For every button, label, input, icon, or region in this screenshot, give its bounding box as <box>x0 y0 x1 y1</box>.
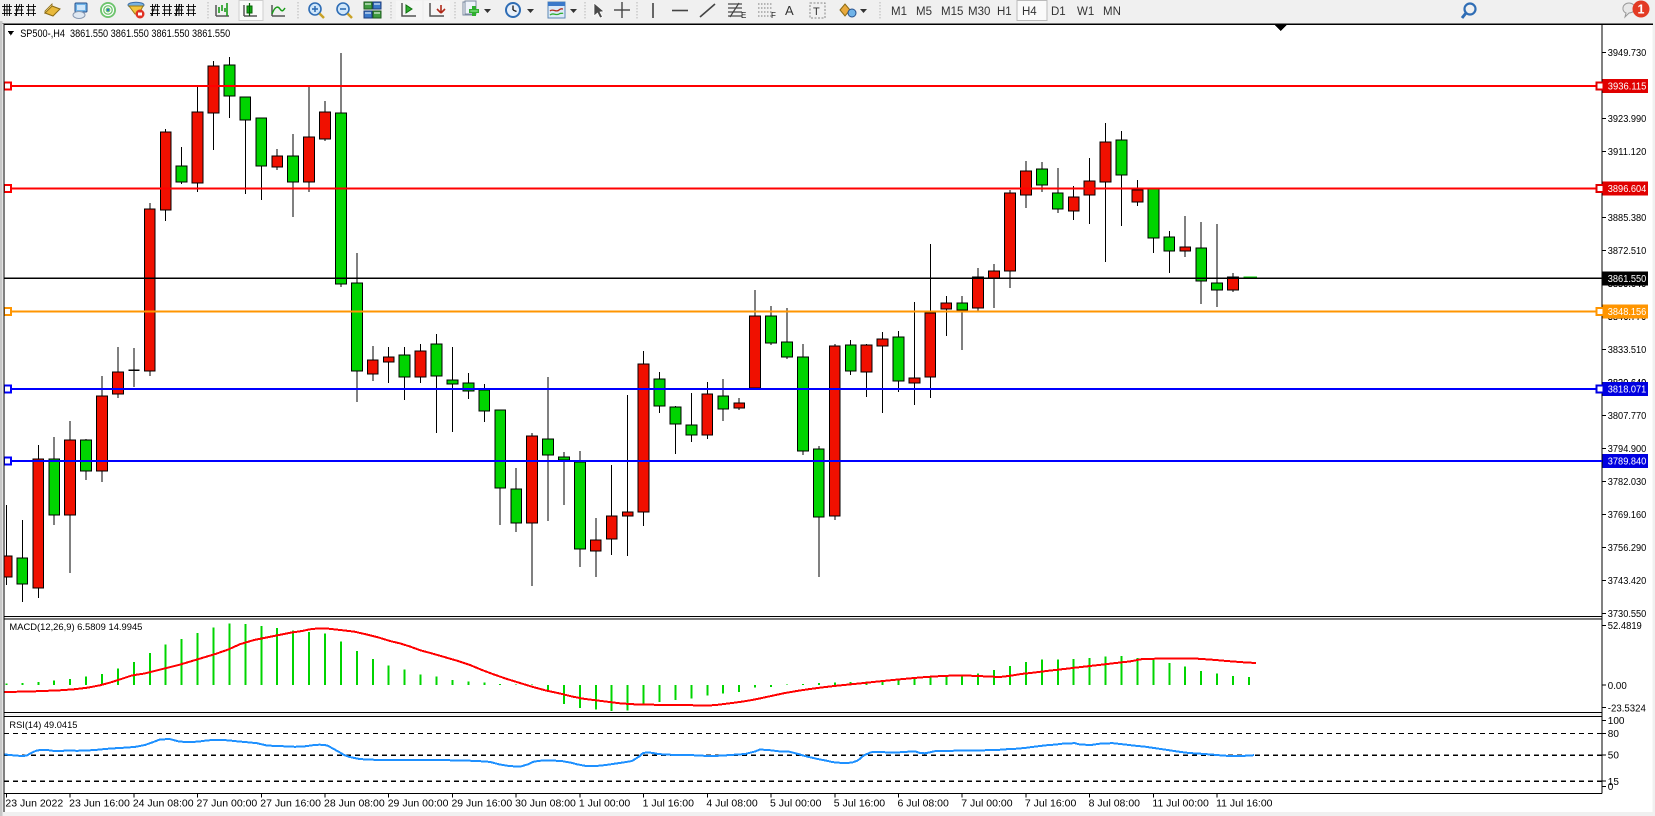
svg-text:80: 80 <box>1608 729 1620 740</box>
svg-text:3861.550: 3861.550 <box>1608 274 1647 285</box>
svg-text:27 Jun 00:00: 27 Jun 00:00 <box>197 797 258 809</box>
svg-text:-23.5324: -23.5324 <box>1608 703 1646 714</box>
svg-text:3936.115: 3936.115 <box>1608 82 1647 93</box>
svg-text:15: 15 <box>1608 777 1620 788</box>
svg-text:6 Jul 08:00: 6 Jul 08:00 <box>897 797 949 809</box>
svg-text:3911.120: 3911.120 <box>1608 147 1647 158</box>
svg-text:3896.604: 3896.604 <box>1608 184 1647 195</box>
svg-text:5 Jul 00:00: 5 Jul 00:00 <box>770 797 822 809</box>
svg-text:F: F <box>771 11 776 20</box>
svg-text:A: A <box>785 3 794 18</box>
svg-text:H4: H4 <box>1022 6 1037 18</box>
svg-text:8 Jul 08:00: 8 Jul 08:00 <box>1089 797 1141 809</box>
svg-text:23 Jun 2022: 23 Jun 2022 <box>5 797 63 809</box>
svg-text:M1: M1 <box>891 6 907 18</box>
svg-text:3756.290: 3756.290 <box>1608 543 1647 554</box>
svg-text:11 Jul 16:00: 11 Jul 16:00 <box>1216 797 1273 809</box>
svg-text:3789.840: 3789.840 <box>1608 456 1647 467</box>
svg-text:3923.990: 3923.990 <box>1608 114 1647 125</box>
svg-text:28 Jun 08:00: 28 Jun 08:00 <box>324 797 385 809</box>
svg-text:M5: M5 <box>916 6 932 18</box>
svg-text:100: 100 <box>1608 716 1625 727</box>
svg-text:29 Jun 16:00: 29 Jun 16:00 <box>451 797 512 809</box>
svg-text:1 Jul 16:00: 1 Jul 16:00 <box>643 797 695 809</box>
svg-text:50: 50 <box>1608 750 1620 761</box>
svg-text:0.00: 0.00 <box>1608 681 1627 692</box>
svg-text:T: T <box>813 6 820 18</box>
svg-text:4 Jul 08:00: 4 Jul 08:00 <box>706 797 758 809</box>
svg-text:1: 1 <box>1638 3 1645 17</box>
svg-text:3769.160: 3769.160 <box>1608 510 1647 521</box>
svg-text:0: 0 <box>1608 782 1614 793</box>
svg-text:3743.420: 3743.420 <box>1608 576 1647 587</box>
svg-text:3794.900: 3794.900 <box>1608 444 1647 455</box>
svg-text:3833.510: 3833.510 <box>1608 345 1647 356</box>
svg-text:5 Jul 16:00: 5 Jul 16:00 <box>834 797 886 809</box>
svg-text:7 Jul 00:00: 7 Jul 00:00 <box>961 797 1013 809</box>
svg-text:H1: H1 <box>997 6 1012 18</box>
svg-text:3818.071: 3818.071 <box>1608 385 1647 396</box>
svg-text:1 Jul 00:00: 1 Jul 00:00 <box>579 797 631 809</box>
svg-text:W1: W1 <box>1077 6 1094 18</box>
svg-text:D1: D1 <box>1051 6 1066 18</box>
svg-text:M15: M15 <box>941 6 963 18</box>
svg-text:29 Jun 00:00: 29 Jun 00:00 <box>388 797 449 809</box>
svg-text:3730.550: 3730.550 <box>1608 609 1647 620</box>
svg-text:24 Jun 08:00: 24 Jun 08:00 <box>133 797 194 809</box>
svg-text:MN: MN <box>1103 6 1121 18</box>
svg-text:E: E <box>741 11 746 20</box>
svg-text:3782.030: 3782.030 <box>1608 477 1647 488</box>
svg-text:7 Jul 16:00: 7 Jul 16:00 <box>1025 797 1077 809</box>
svg-text:M30: M30 <box>968 6 990 18</box>
svg-text:11 Jul 00:00: 11 Jul 00:00 <box>1152 797 1209 809</box>
svg-text:3872.510: 3872.510 <box>1608 246 1647 257</box>
svg-text:3949.730: 3949.730 <box>1608 48 1647 59</box>
svg-text:52.4819: 52.4819 <box>1608 621 1642 632</box>
svg-text:23 Jun 16:00: 23 Jun 16:00 <box>69 797 130 809</box>
svg-text:MACD(12,26,9) 6.5809 14.9945: MACD(12,26,9) 6.5809 14.9945 <box>9 622 142 633</box>
svg-text:30 Jun 08:00: 30 Jun 08:00 <box>515 797 576 809</box>
svg-text:27 Jun 16:00: 27 Jun 16:00 <box>260 797 321 809</box>
svg-text:3807.770: 3807.770 <box>1608 411 1647 422</box>
svg-text:SP500-,H4 3861.550 3861.550 3: SP500-,H4 3861.550 3861.550 3861.550 386… <box>20 28 230 40</box>
svg-text:RSI(14) 49.0415: RSI(14) 49.0415 <box>9 720 77 731</box>
svg-text:3885.380: 3885.380 <box>1608 213 1647 224</box>
svg-text:3848.156: 3848.156 <box>1608 307 1647 318</box>
